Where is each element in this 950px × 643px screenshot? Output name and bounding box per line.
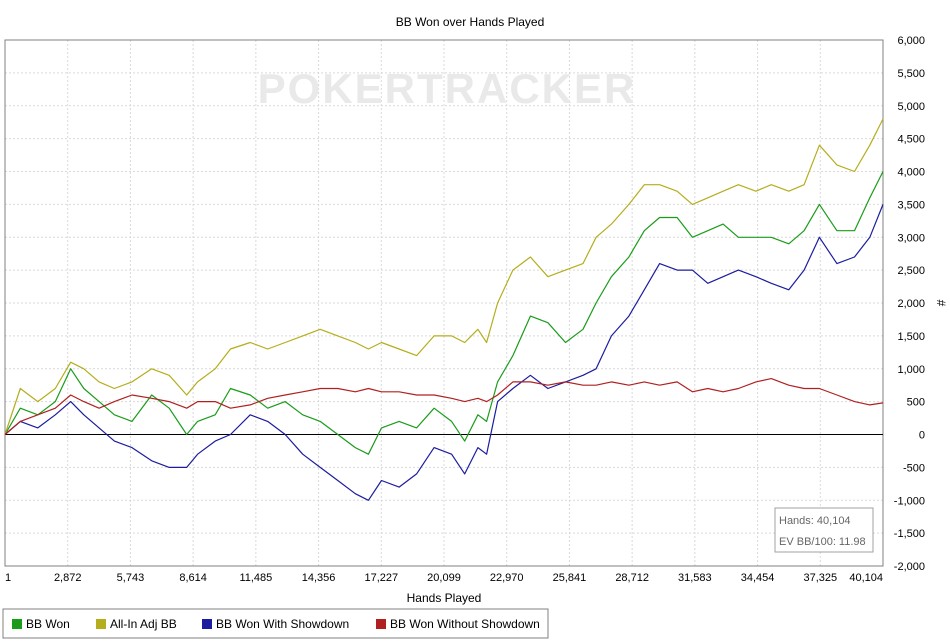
y-tick-labels: 6,000 5,500 5,000 4,500 4,000 3,500 3,000 2,500…: [894, 35, 925, 573]
x-tick-label: 37,325: [803, 572, 837, 584]
y-tick-label: 0: [919, 430, 925, 442]
series-line-all-in-adj-bb: [4, 118, 884, 435]
y-tick-label: -2,000: [894, 561, 925, 573]
plot-frame: [4, 39, 884, 567]
y-tick-label: 3,000: [897, 232, 925, 244]
info-hands: Hands: 40,104: [779, 515, 851, 527]
x-tick-label: 20,099: [427, 572, 461, 584]
info-box-frame: [774, 507, 874, 553]
y-tick-label: -1,500: [894, 528, 925, 540]
y-tick-label: 6,000: [897, 35, 925, 47]
series-line-bb-won: [4, 171, 884, 455]
x-tick-label: 17,227: [364, 572, 398, 584]
x-tick-label: 34,454: [741, 572, 775, 584]
series-line-bb-won-without-showdown: [4, 378, 884, 435]
legend-item-bb-won-with-showdown[interactable]: BB Won With Showdown: [202, 617, 349, 631]
x-axis-label: Hands Played: [407, 591, 482, 605]
y-axis-label: #: [934, 300, 948, 307]
x-tick-label: 25,841: [553, 572, 587, 584]
watermark: POKERTRACKER: [258, 65, 637, 112]
y-tick-label: 500: [907, 397, 925, 409]
legend-swatch: [12, 619, 22, 629]
y-tick-label: -1,000: [894, 495, 925, 507]
y-tick-label: 1,000: [897, 364, 925, 376]
legend-item-bb-won-without-showdown[interactable]: BB Won Without Showdown: [376, 617, 540, 631]
x-tick-label: 14,356: [302, 572, 336, 584]
y-tick-label: 2,000: [897, 298, 925, 310]
legend-frame: [2, 608, 549, 639]
info-box: Hands: 40,104 EV BB/100: 11.98: [774, 507, 874, 553]
y-tick-label: 2,500: [897, 265, 925, 277]
x-tick-label: 11,485: [239, 572, 272, 584]
legend: BB Won All-In Adj BB BB Won With Showdow…: [2, 608, 549, 639]
x-tick-label: 2,872: [54, 572, 82, 584]
y-tick-label: 5,000: [897, 101, 925, 113]
x-tick-labels: 1 2,872 5,743 8,614 11,485 14,356 17,227 20,099…: [5, 572, 883, 584]
x-tick-label: 1: [5, 572, 11, 584]
chart-title: BB Won over Hands Played: [396, 15, 545, 29]
series-layer: [4, 118, 884, 501]
x-tick-label: 8,614: [179, 572, 207, 584]
y-tick-label: 3,500: [897, 199, 925, 211]
legend-item-bb-won[interactable]: BB Won: [12, 617, 70, 631]
legend-swatch: [96, 619, 106, 629]
legend-label: All-In Adj BB: [110, 617, 177, 631]
legend-label: BB Won With Showdown: [216, 617, 349, 631]
legend-swatch: [202, 619, 212, 629]
x-tick-label: 40,104: [849, 572, 883, 584]
legend-swatch: [376, 619, 386, 629]
legend-item-all-in-adj-bb[interactable]: All-In Adj BB: [96, 617, 177, 631]
x-tick-label: 22,970: [490, 572, 524, 584]
y-tick-label: 4,500: [897, 134, 925, 146]
series-line-bb-won-with-showdown: [4, 204, 884, 501]
x-tick-label: 5,743: [117, 572, 145, 584]
y-tick-label: -500: [903, 462, 925, 474]
x-tick-label: 31,583: [678, 572, 712, 584]
x-tick-label: 28,712: [615, 572, 649, 584]
legend-label: BB Won Without Showdown: [390, 617, 540, 631]
y-tick-label: 5,500: [897, 68, 925, 80]
y-tick-label: 1,500: [897, 331, 925, 343]
y-tick-label: 4,000: [897, 167, 925, 179]
legend-label: BB Won: [26, 617, 70, 631]
info-ev: EV BB/100: 11.98: [779, 536, 866, 548]
